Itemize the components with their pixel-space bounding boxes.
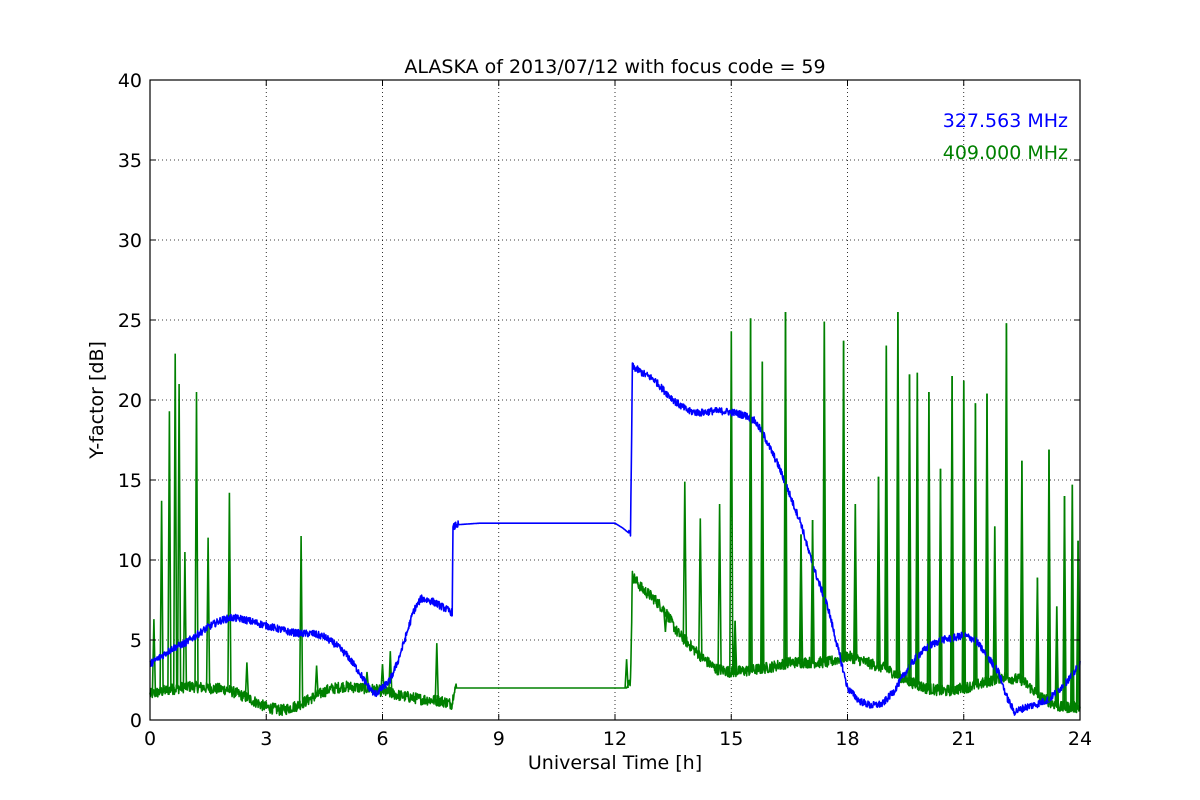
y-tick-label: 10 <box>118 550 142 572</box>
series-409-mhz-spike <box>194 391 199 688</box>
y-axis-label: Y-factor [dB] <box>86 341 108 460</box>
series-409-mhz-spike <box>298 535 304 704</box>
x-tick-label: 12 <box>603 728 627 750</box>
x-tick-label: 6 <box>376 728 388 750</box>
series-409-mhz-spike <box>314 665 319 696</box>
y-tick-label: 40 <box>118 70 142 92</box>
series-409-mhz-spike <box>729 331 734 673</box>
x-tick-label: 15 <box>719 728 743 750</box>
series-409-mhz-spike <box>167 411 172 690</box>
series-409-mhz-spike <box>205 537 211 689</box>
series-409-mhz-spike <box>380 663 385 692</box>
y-tick-label: 15 <box>118 470 142 492</box>
series-409-mhz-spike <box>434 643 440 701</box>
x-tick-label: 24 <box>1068 728 1092 750</box>
y-tick-label: 30 <box>118 230 142 252</box>
x-axis-label: Universal Time [h] <box>528 752 702 774</box>
y-tick-label: 25 <box>118 310 142 332</box>
series-409-mhz-line <box>149 570 1081 717</box>
legend-entry-409-mhz: 409.000 MHz <box>943 142 1068 164</box>
x-tick-label: 3 <box>260 728 272 750</box>
series-409-mhz-spike <box>176 383 182 689</box>
series-327-mhz-line <box>149 362 1081 716</box>
x-tick-label: 0 <box>144 728 156 750</box>
plot-series <box>149 311 1081 717</box>
series-409-mhz-spike <box>172 353 178 689</box>
series-409-mhz-spike <box>227 492 232 691</box>
series-409-mhz-spike <box>682 481 688 641</box>
series-409-mhz-spike <box>624 659 629 689</box>
y-tick-label: 35 <box>118 150 142 172</box>
x-tick-label: 9 <box>493 728 505 750</box>
chart-title: ALASKA of 2013/07/12 with focus code = 5… <box>404 56 825 78</box>
ticks: 0 3 6 9 12 15 18 21 24 0 5 10 15 20 25 30 35 40 <box>118 70 1092 750</box>
series-409-mhz-spike <box>717 503 722 670</box>
x-tick-label: 18 <box>835 728 859 750</box>
series-409-mhz-spike <box>663 611 668 633</box>
series-409-mhz-spike <box>698 518 703 656</box>
y-tick-label: 5 <box>130 630 142 652</box>
legend-entry-327-mhz: 327.563 MHz <box>943 110 1068 132</box>
series-409-mhz-spike <box>244 662 250 698</box>
y-tick-label: 20 <box>118 390 142 412</box>
y-tick-label: 0 <box>130 710 142 732</box>
x-tick-label: 21 <box>952 728 976 750</box>
series-409-mhz-spike <box>151 619 157 694</box>
series-409-mhz-spike <box>159 500 164 692</box>
